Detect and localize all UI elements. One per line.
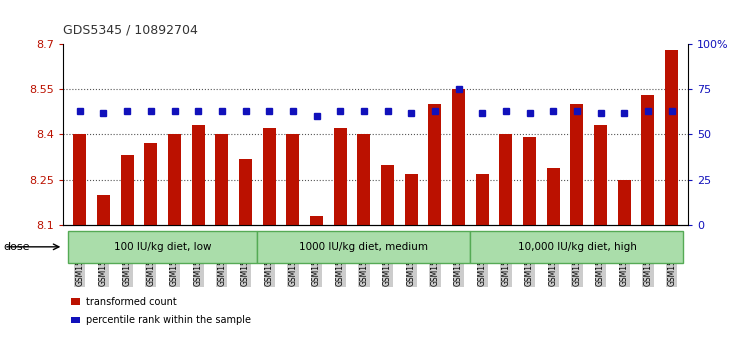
Bar — [74, 134, 86, 225]
Bar — [257, 231, 470, 263]
Bar — [475, 174, 489, 225]
Text: 1000 IU/kg diet, medium: 1000 IU/kg diet, medium — [299, 242, 429, 252]
Bar — [618, 180, 631, 225]
Bar — [168, 134, 181, 225]
Bar — [547, 168, 559, 225]
Bar — [97, 195, 110, 225]
Bar — [571, 104, 583, 225]
Bar — [429, 104, 441, 225]
Bar — [286, 134, 299, 225]
Bar — [68, 231, 257, 263]
Bar — [144, 143, 157, 225]
Bar — [641, 95, 655, 225]
Bar — [357, 134, 371, 225]
Text: 10,000 IU/kg diet, high: 10,000 IU/kg diet, high — [518, 242, 636, 252]
Bar — [121, 155, 134, 225]
Text: dose: dose — [4, 242, 31, 252]
Bar — [523, 137, 536, 225]
Bar — [665, 50, 678, 225]
Text: transformed count: transformed count — [86, 297, 176, 307]
Bar — [405, 174, 417, 225]
Bar — [499, 134, 513, 225]
Bar — [310, 216, 323, 225]
Text: percentile rank within the sample: percentile rank within the sample — [86, 315, 251, 325]
Bar — [263, 128, 276, 225]
Bar — [215, 134, 228, 225]
Bar — [470, 231, 684, 263]
Text: GDS5345 / 10892704: GDS5345 / 10892704 — [63, 23, 198, 36]
Bar — [192, 125, 205, 225]
Bar — [381, 164, 394, 225]
Bar — [452, 89, 465, 225]
Bar — [334, 128, 347, 225]
Text: 100 IU/kg diet, low: 100 IU/kg diet, low — [114, 242, 211, 252]
Bar — [594, 125, 607, 225]
Bar — [239, 159, 252, 225]
